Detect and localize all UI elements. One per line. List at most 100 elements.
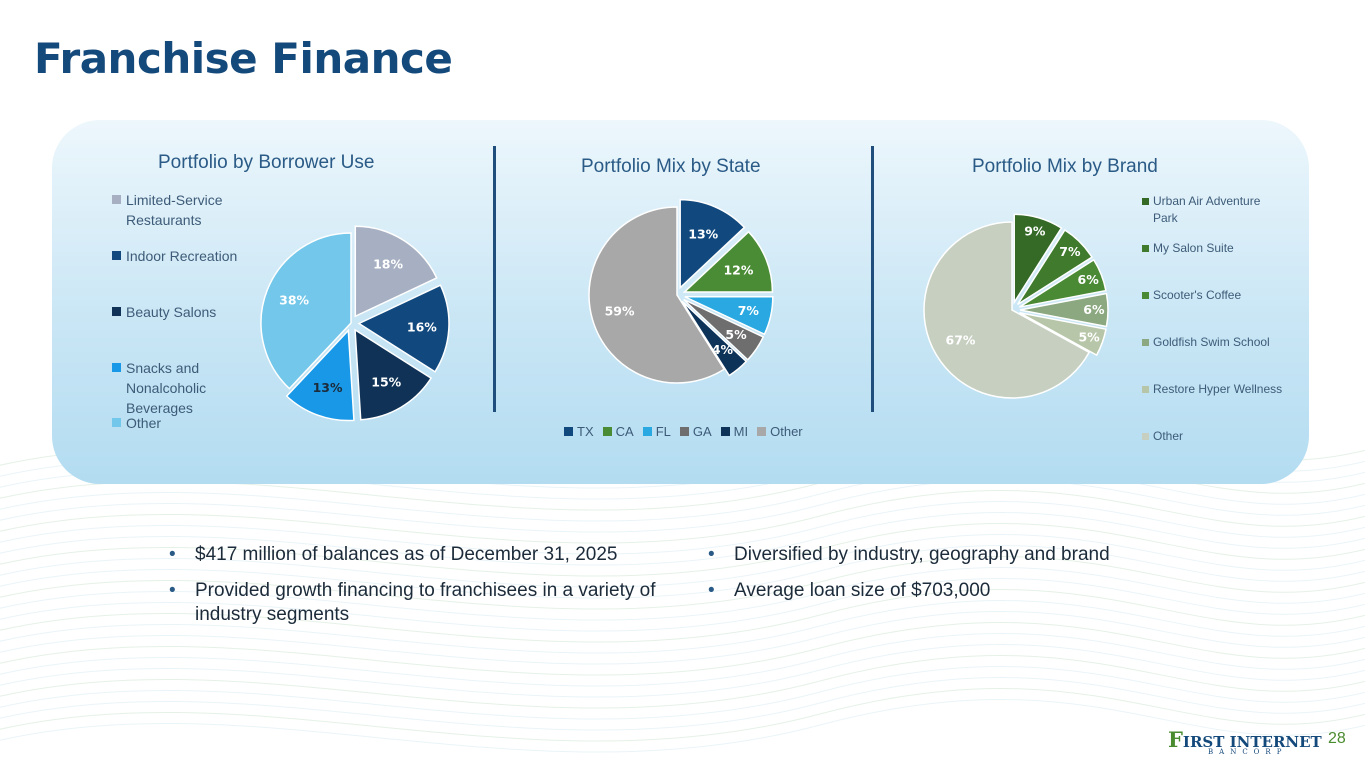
legend-item-ga: GA: [679, 424, 712, 439]
borrower-use-data-label-1: 16%: [407, 319, 437, 334]
state-slice-1: [682, 230, 774, 293]
legend-label: Urban Air Adventure Park: [1153, 194, 1261, 225]
logo-wordmark: FIRST INTERNET: [1168, 727, 1322, 752]
borrower-use-slice-3: [285, 328, 355, 422]
legend-swatch: [1142, 339, 1149, 346]
legend-item-mi: MI: [720, 424, 749, 439]
legend-state: TX CA FL GA MI Other: [564, 424, 803, 439]
bullet-text: $417 million of balances as of December …: [195, 544, 618, 565]
background-wave-line: [0, 578, 1365, 632]
legend-item-other: Other: [112, 413, 247, 433]
pie-chart-brand: 9% 7% 6% 6% 5% 67%: [923, 213, 1109, 399]
state-slice-2: [684, 295, 774, 336]
chart-title-brand: Portfolio Mix by Brand: [972, 156, 1158, 177]
background-wave-line: [0, 666, 1365, 720]
legend-swatch: [1142, 433, 1149, 440]
background-wave-line: [0, 611, 1365, 665]
background-wave-line: [0, 644, 1365, 698]
state-slice-0: [679, 198, 746, 290]
legend-swatch: [602, 427, 612, 436]
legend-label: MI: [733, 424, 749, 439]
state-data-label-5: 59%: [605, 304, 635, 319]
legend-label: Beauty Salons: [126, 304, 217, 320]
legend-item-my-salon-suite: My Salon Suite: [1142, 240, 1302, 257]
legend-item-urban-air: Urban Air Adventure Park: [1142, 193, 1282, 227]
background-wave-line: [0, 479, 1365, 533]
legend-label: Indoor Recreation: [126, 248, 238, 264]
background-wave-line: [0, 490, 1365, 544]
brand-data-label-2: 6%: [1078, 272, 1100, 287]
legend-swatch: [757, 427, 767, 436]
state-data-label-1: 12%: [723, 263, 753, 278]
legend-swatch: [1142, 245, 1149, 252]
background-wave-line: [0, 545, 1365, 599]
legend-swatch: [642, 427, 652, 436]
legend-label: Scooter's Coffee: [1153, 288, 1242, 302]
background-wave-line: [0, 600, 1365, 654]
legend-label: Restore Hyper Wellness: [1153, 382, 1283, 396]
legend-label: GA: [692, 424, 712, 439]
state-slice-4: [681, 300, 748, 377]
divider-2: [871, 146, 874, 412]
brand-data-label-3: 6%: [1083, 302, 1105, 317]
bullet-item: • Diversified by industry, geography and …: [708, 543, 1228, 567]
bullet-dot-icon: •: [708, 580, 715, 601]
bullet-dot-icon: •: [708, 544, 715, 565]
legend-item-limited-service: Limited-Service Restaurants: [112, 190, 247, 230]
legend-label: CA: [615, 424, 634, 439]
bullet-text: Provided growth financing to franchisees…: [195, 580, 656, 625]
borrower-use-data-label-3: 13%: [313, 380, 343, 395]
logo-main-text: IRST INTERNET: [1182, 733, 1322, 751]
legend-item-ca: CA: [602, 424, 634, 439]
legend-label: Other: [1153, 429, 1184, 443]
bullet-item: • Provided growth financing to franchisee…: [169, 579, 659, 627]
company-logo: FIRST INTERNET BANCORP: [1168, 727, 1322, 757]
legend-swatch: [112, 251, 121, 260]
legend-item-tx: TX: [564, 424, 594, 439]
legend-swatch: [720, 427, 730, 436]
state-data-label-0: 13%: [688, 226, 718, 241]
state-slice-3: [683, 298, 765, 361]
logo-subtext: BANCORP: [1208, 748, 1288, 756]
legend-swatch: [679, 427, 689, 436]
legend-item-snacks: Snacks and Nonalcoholic Beverages: [112, 358, 222, 418]
legend-label: My Salon Suite: [1153, 241, 1234, 255]
borrower-use-data-label-0: 18%: [373, 257, 403, 272]
borrower-use-data-label-4: 38%: [279, 292, 309, 307]
logo-initial: F: [1168, 727, 1183, 752]
state-data-label-4: 4%: [712, 342, 734, 357]
legend-item-other: Other: [757, 424, 803, 439]
background-wave-line: [0, 523, 1365, 577]
background-wave-line: [0, 468, 1365, 522]
background-wave-line: [0, 512, 1365, 566]
background-wave-line: [0, 633, 1365, 687]
state-slice-5: [588, 206, 726, 384]
brand-slice-4: [1019, 311, 1107, 357]
divider-1: [493, 146, 496, 412]
background-wave-line: [0, 688, 1365, 742]
legend-swatch: [1142, 386, 1149, 393]
legend-swatch: [112, 307, 121, 316]
chart-title-state: Portfolio Mix by State: [581, 156, 761, 177]
legend-swatch: [1142, 292, 1149, 299]
bullet-list-left: • $417 million of balances as of December…: [169, 543, 659, 639]
legend-label: Goldfish Swim School: [1153, 335, 1270, 349]
legend-item-fl: FL: [642, 424, 671, 439]
borrower-use-slice-1: [357, 284, 450, 373]
background-wave-line: [0, 534, 1365, 588]
page-title: Franchise Finance: [34, 34, 453, 83]
bullet-list-right: • Diversified by industry, geography and …: [708, 543, 1228, 615]
brand-data-label-1: 7%: [1059, 244, 1081, 259]
legend-item-goldfish: Goldfish Swim School: [1142, 334, 1302, 351]
legend-swatch: [1142, 198, 1149, 205]
borrower-use-slice-0: [354, 225, 438, 318]
legend-item-restore: Restore Hyper Wellness: [1142, 381, 1302, 398]
background-wave-line: [0, 556, 1365, 610]
background-wave-line: [0, 655, 1365, 709]
brand-slice-2: [1019, 258, 1107, 308]
legend-label: TX: [577, 424, 594, 439]
state-data-label-3: 5%: [725, 327, 747, 342]
borrower-use-slice-2: [354, 328, 433, 421]
page-number: 28: [1328, 730, 1346, 747]
background-wave-line: [0, 622, 1365, 676]
